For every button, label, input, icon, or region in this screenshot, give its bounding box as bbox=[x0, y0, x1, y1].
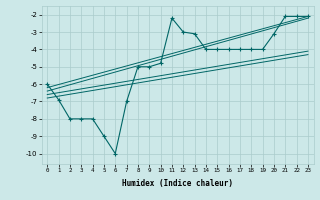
X-axis label: Humidex (Indice chaleur): Humidex (Indice chaleur) bbox=[122, 179, 233, 188]
